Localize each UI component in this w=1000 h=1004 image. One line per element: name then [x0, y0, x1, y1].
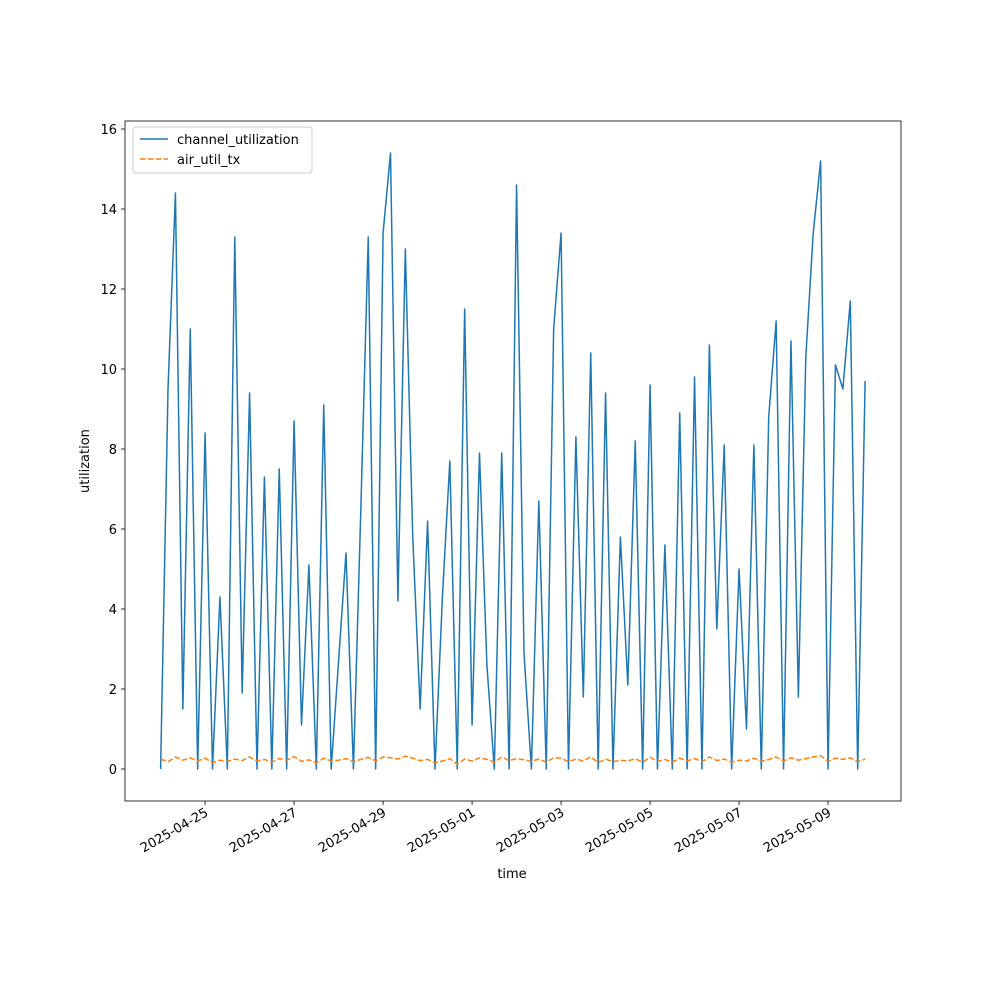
legend-box [132, 126, 313, 174]
series-line [160, 755, 866, 765]
legend-label: channel_utilization [177, 133, 299, 148]
legend-label: air_util_tx [177, 153, 241, 168]
plot-frame [124, 120, 902, 802]
y-tick-label: 16 [100, 123, 117, 138]
series-line [159, 152, 866, 770]
y-tick-label: 12 [100, 283, 117, 298]
y-tick-label: 10 [100, 363, 117, 378]
y-tick-label: 4 [109, 603, 117, 618]
y-tick-label: 6 [109, 523, 117, 538]
y-tick-label: 14 [100, 203, 117, 218]
y-tick-label: 2 [109, 683, 117, 698]
y-tick-label: 8 [109, 443, 117, 458]
y-tick-label: 0 [109, 763, 117, 778]
y-axis-label: utilization [78, 429, 93, 493]
legend: channel_utilization air_util_tx [132, 126, 313, 174]
x-axis-label: time [497, 867, 526, 882]
